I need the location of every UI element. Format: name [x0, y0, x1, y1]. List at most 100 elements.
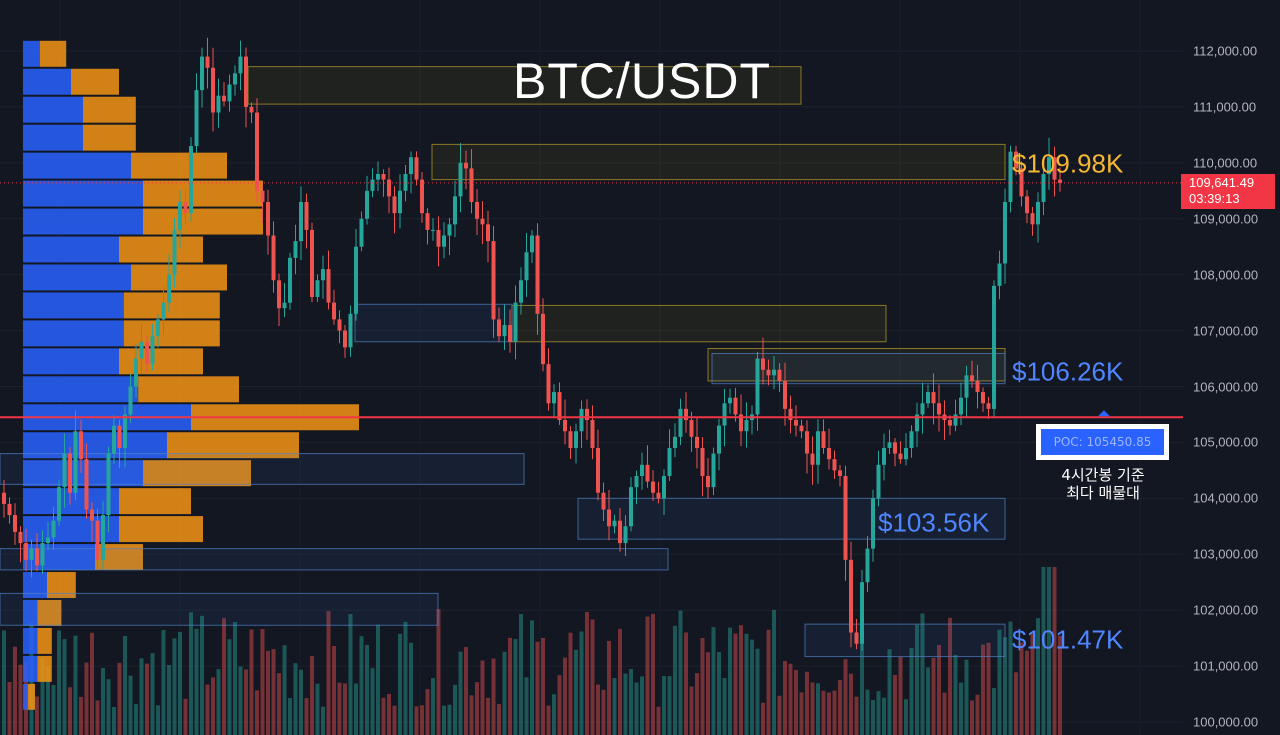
- candle-body: [948, 420, 952, 426]
- candle-body: [915, 414, 919, 432]
- volume-bar: [172, 638, 177, 735]
- volume-bar: [51, 684, 56, 735]
- volume-bar: [524, 677, 529, 735]
- candle-body: [728, 397, 732, 404]
- candle-body: [1030, 213, 1035, 225]
- price-zones: [0, 66, 1006, 658]
- volume-bar: [931, 657, 936, 735]
- candle-body: [997, 263, 1002, 286]
- volume-bar: [403, 621, 408, 735]
- demand-zone: [0, 453, 525, 485]
- volume-bar: [689, 686, 694, 735]
- volume-bar: [381, 697, 386, 735]
- volume-bar: [838, 679, 842, 735]
- volume-bar: [128, 675, 133, 735]
- volume-bar: [1052, 567, 1057, 735]
- volume-bar: [277, 673, 281, 735]
- profile-sell-bar: [143, 208, 263, 235]
- volume-bar: [854, 696, 859, 735]
- profile-buy-bar: [23, 683, 28, 710]
- candle-body: [931, 392, 936, 404]
- price-tick-label: 109,000.00: [1193, 211, 1259, 227]
- candle-body: [222, 95, 226, 102]
- candle-body: [667, 448, 672, 476]
- candle-body: [882, 448, 886, 465]
- price-tick-label: 110,000.00: [1193, 155, 1258, 171]
- volume-bar: [161, 629, 166, 735]
- supply-zone: [511, 304, 887, 343]
- candle-body: [986, 403, 991, 409]
- volume-bar: [513, 639, 518, 735]
- volume-bar: [772, 609, 776, 735]
- volume-bar: [629, 668, 633, 735]
- price-tick-label: 111,000.00: [1193, 99, 1257, 115]
- volume-bar: [777, 695, 782, 735]
- candle-body: [442, 235, 446, 247]
- volume-bar: [942, 692, 947, 735]
- candle-body: [590, 420, 595, 449]
- volume-bar: [337, 682, 342, 735]
- volume-bar: [1030, 633, 1035, 735]
- poc-label-box: POC: 105450.85: [1036, 424, 1169, 460]
- profile-sell-bar: [143, 460, 251, 487]
- candle-body: [139, 341, 144, 359]
- supply-zone: [247, 66, 802, 105]
- volume-bar: [1003, 637, 1007, 735]
- candle-body: [865, 548, 870, 583]
- candle-body: [673, 436, 677, 449]
- volume-bar: [84, 662, 89, 735]
- volume-bar: [744, 633, 749, 735]
- candle-body: [178, 201, 182, 230]
- volume-bar: [359, 636, 364, 735]
- volume-bar: [469, 695, 474, 735]
- chart-title: BTC/USDT: [513, 53, 771, 109]
- volume-bar: [244, 669, 248, 735]
- profile-sell-bar: [138, 376, 239, 403]
- volume-bar: [887, 649, 892, 735]
- volume-bar: [585, 612, 589, 735]
- candle-body: [689, 420, 694, 437]
- volume-bar: [750, 639, 754, 735]
- volume-bar: [139, 658, 144, 735]
- candle-body: [117, 425, 122, 449]
- volume-bar: [326, 611, 331, 735]
- level-label: $101.47K: [1012, 624, 1124, 655]
- volume-bar: [1058, 635, 1062, 735]
- candle-body: [508, 324, 512, 342]
- profile-buy-bar: [23, 376, 139, 403]
- candle-body: [205, 56, 210, 68]
- volume-bar: [288, 698, 292, 735]
- volume-bar: [634, 682, 639, 735]
- candle-body: [194, 90, 199, 147]
- candle-body: [150, 336, 155, 365]
- volume-bar: [810, 682, 815, 735]
- volume-bar: [123, 635, 127, 735]
- candle-body: [832, 459, 837, 471]
- level-label: $106.26K: [1012, 356, 1124, 387]
- profile-buy-bar: [23, 208, 143, 235]
- profile-sell-bar: [131, 264, 227, 291]
- candle-body: [843, 475, 848, 560]
- candle-body: [145, 341, 149, 365]
- profile-buy-bar: [23, 348, 119, 375]
- candle-body: [530, 235, 534, 253]
- candle-body: [502, 324, 507, 337]
- candle-body: [1058, 179, 1062, 183]
- volume-bar: [260, 628, 265, 735]
- candle-body: [777, 369, 782, 381]
- candle-body: [84, 459, 89, 510]
- candle-body: [1003, 201, 1007, 264]
- candle-body: [464, 162, 468, 169]
- volume-bar: [849, 673, 853, 735]
- volume-bar: [150, 653, 155, 735]
- volume-bar: [579, 631, 584, 735]
- volume-bar: [293, 663, 298, 735]
- candle-body: [227, 84, 232, 102]
- volume-bar: [112, 706, 116, 735]
- candle-body: [304, 201, 309, 230]
- candle-body: [981, 392, 985, 404]
- volume-bar: [90, 632, 94, 735]
- volume-bar: [618, 628, 622, 735]
- volume-bar: [964, 659, 969, 735]
